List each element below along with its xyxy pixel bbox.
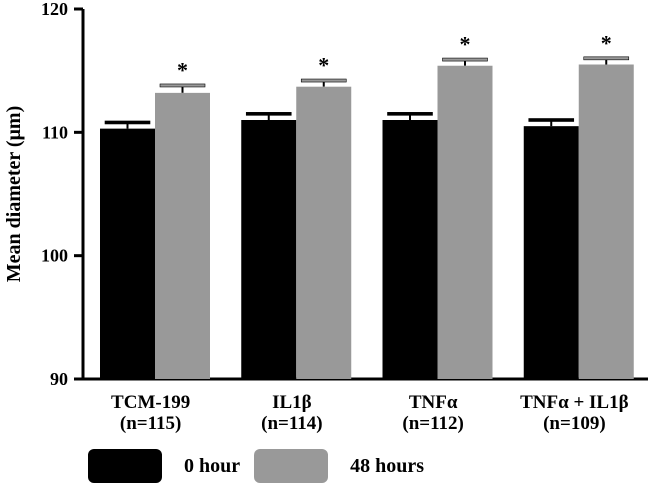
error-bar-cap — [387, 112, 433, 116]
significance-marker: * — [318, 53, 329, 78]
bar — [523, 126, 579, 380]
error-bar-cap — [159, 83, 206, 88]
x-tick-label: TCM-199 — [111, 392, 190, 413]
error-bar-cap — [583, 56, 630, 61]
bars — [100, 56, 634, 380]
significance-marker: * — [460, 32, 471, 57]
y-tick-label: 120 — [41, 0, 68, 19]
legend-label-48-hours: 48 hours — [350, 454, 425, 477]
bar — [296, 86, 352, 379]
bar — [100, 128, 155, 379]
legend-swatch-48-hours — [254, 449, 329, 483]
legend-swatch-0-hour — [88, 449, 162, 483]
legend-label-0-hour: 0 hour — [184, 454, 241, 477]
bar — [155, 92, 210, 379]
y-axis-label: Mean diameter (μm) — [3, 106, 25, 282]
error-bar-cap — [528, 118, 575, 122]
bar — [578, 64, 634, 379]
x-tick-label: IL1β — [272, 392, 312, 413]
x-tick-label: (n=114) — [261, 413, 323, 434]
error-bar-cap — [104, 120, 151, 125]
legend-item-0-hour: 0 hour — [88, 449, 240, 483]
x-tick-label: TNFα — [409, 392, 458, 413]
x-tick-label: TNFα + IL1β — [520, 392, 629, 413]
bar — [241, 120, 297, 379]
error-bar-cap — [442, 57, 488, 62]
y-tick-label: 100 — [41, 246, 68, 266]
bar — [382, 120, 438, 379]
significance-marker: * — [177, 57, 188, 82]
y-tick-label: 110 — [42, 122, 68, 142]
legend-item-48-hours: 48 hours — [254, 449, 424, 483]
significance-marker: * — [601, 30, 612, 55]
x-tick-label: (n=112) — [402, 413, 464, 434]
x-tick-label: (n=115) — [120, 413, 182, 434]
error-bar-cap — [245, 112, 292, 116]
x-tick-label: (n=109) — [543, 413, 606, 434]
y-tick-label: 90 — [50, 369, 68, 389]
legend: 0 hour 48 hours — [88, 446, 438, 486]
bar — [437, 65, 493, 379]
error-bar-cap — [300, 78, 347, 83]
